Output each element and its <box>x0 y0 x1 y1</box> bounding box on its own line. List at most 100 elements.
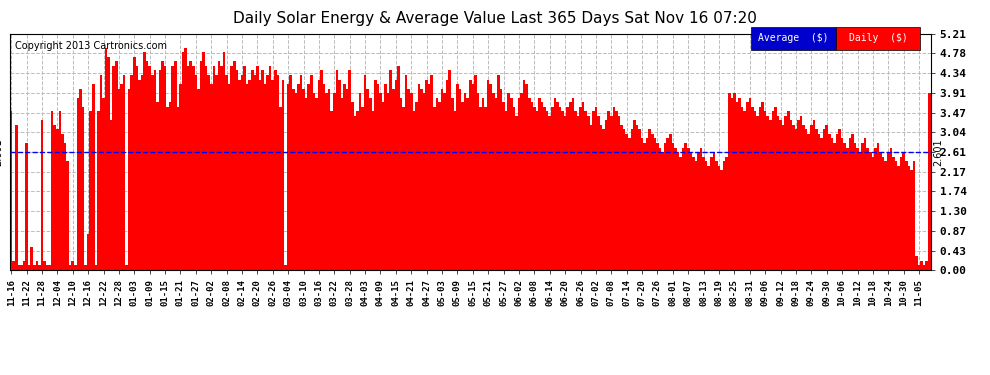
Bar <box>366 88 369 270</box>
Bar <box>428 84 431 270</box>
Bar <box>126 266 128 270</box>
Bar <box>510 98 513 270</box>
Bar <box>895 161 897 270</box>
Bar <box>223 53 226 270</box>
Bar <box>790 120 792 270</box>
Bar <box>628 138 631 270</box>
Bar <box>302 88 305 270</box>
Bar <box>577 116 579 270</box>
Bar <box>256 66 258 270</box>
Bar <box>464 93 466 270</box>
Bar <box>692 157 695 270</box>
Bar <box>241 75 244 270</box>
Bar <box>489 84 492 270</box>
Bar <box>305 98 308 270</box>
Bar <box>841 138 843 270</box>
Bar <box>539 98 541 270</box>
Bar <box>618 116 621 270</box>
Bar <box>533 107 536 270</box>
Bar <box>879 152 882 270</box>
Bar <box>728 93 731 270</box>
Bar <box>276 75 279 270</box>
Bar <box>882 157 884 270</box>
Bar <box>779 120 782 270</box>
Bar <box>339 80 341 270</box>
Bar <box>471 84 474 270</box>
Bar <box>315 98 318 270</box>
Bar <box>400 98 402 270</box>
Bar <box>279 107 282 270</box>
Bar <box>410 93 413 270</box>
Bar <box>644 143 645 270</box>
Bar <box>439 102 441 270</box>
Text: Average  ($): Average ($) <box>758 33 829 44</box>
Bar <box>610 116 613 270</box>
Bar <box>874 148 877 270</box>
Bar <box>441 88 444 270</box>
Bar <box>903 152 905 270</box>
Bar <box>141 75 144 270</box>
Bar <box>28 266 31 270</box>
Bar <box>908 166 910 270</box>
Bar <box>38 266 41 270</box>
Bar <box>331 111 333 270</box>
Bar <box>100 75 102 270</box>
Bar <box>569 102 571 270</box>
Bar <box>53 125 56 270</box>
Bar <box>887 152 890 270</box>
Bar <box>645 138 648 270</box>
Bar <box>263 84 266 270</box>
Bar <box>774 107 777 270</box>
Bar <box>726 157 728 270</box>
Bar <box>626 134 628 270</box>
Bar <box>892 157 895 270</box>
Bar <box>669 134 671 270</box>
Bar <box>831 138 834 270</box>
Bar <box>97 111 100 270</box>
Bar <box>379 93 382 270</box>
Bar <box>251 70 253 270</box>
Bar <box>444 93 446 270</box>
Bar <box>651 134 653 270</box>
Bar <box>558 107 561 270</box>
Bar <box>671 143 674 270</box>
Bar <box>389 70 392 270</box>
Bar <box>89 111 92 270</box>
Bar <box>451 98 453 270</box>
Bar <box>871 157 874 270</box>
Bar <box>777 116 779 270</box>
Bar <box>36 261 38 270</box>
Bar <box>608 111 610 270</box>
Bar <box>595 107 597 270</box>
Bar <box>423 93 426 270</box>
Bar <box>769 120 771 270</box>
Bar <box>69 266 71 270</box>
Bar <box>171 66 174 270</box>
Bar <box>761 102 764 270</box>
Bar <box>310 75 313 270</box>
Bar <box>890 148 892 270</box>
Bar <box>92 84 94 270</box>
Bar <box>856 148 858 270</box>
Bar <box>113 66 115 270</box>
Bar <box>731 98 734 270</box>
Bar <box>584 111 587 270</box>
FancyBboxPatch shape <box>836 27 921 50</box>
Bar <box>677 152 679 270</box>
Bar <box>556 102 558 270</box>
Bar <box>189 62 192 270</box>
Bar <box>115 62 118 270</box>
Bar <box>120 84 123 270</box>
Bar <box>348 70 351 270</box>
Bar <box>184 48 187 270</box>
Bar <box>587 116 589 270</box>
Bar <box>636 125 639 270</box>
Bar <box>600 125 602 270</box>
Bar <box>297 84 300 270</box>
Bar <box>169 102 171 270</box>
Bar <box>166 107 169 270</box>
Bar <box>805 129 808 270</box>
Bar <box>715 161 718 270</box>
Text: 2.601: 2.601 <box>934 138 943 166</box>
Bar <box>621 125 623 270</box>
